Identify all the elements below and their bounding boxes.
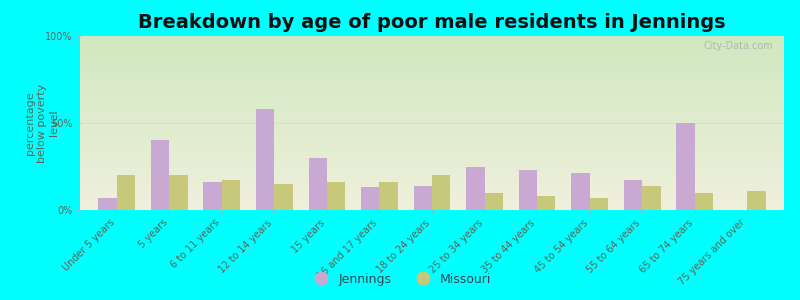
Bar xyxy=(642,186,661,210)
Bar xyxy=(117,175,135,210)
Bar xyxy=(624,180,642,210)
Bar xyxy=(98,198,117,210)
Bar xyxy=(537,196,555,210)
Bar xyxy=(485,193,503,210)
Bar xyxy=(170,175,188,210)
Bar xyxy=(379,182,398,210)
Bar xyxy=(571,173,590,210)
Bar xyxy=(590,198,608,210)
Bar xyxy=(256,109,274,210)
Bar xyxy=(327,182,346,210)
Bar xyxy=(676,123,694,210)
Y-axis label: percentage
below poverty
level: percentage below poverty level xyxy=(26,83,58,163)
Legend: Jennings, Missouri: Jennings, Missouri xyxy=(303,268,497,291)
Bar xyxy=(432,175,450,210)
Bar xyxy=(151,140,170,210)
Bar xyxy=(414,186,432,210)
Text: City-Data.com: City-Data.com xyxy=(704,41,774,51)
Bar xyxy=(466,167,485,210)
Title: Breakdown by age of poor male residents in Jennings: Breakdown by age of poor male residents … xyxy=(138,13,726,32)
Bar xyxy=(274,184,293,210)
Bar xyxy=(694,193,713,210)
Bar xyxy=(222,180,240,210)
Bar xyxy=(203,182,222,210)
Bar xyxy=(309,158,327,210)
Bar xyxy=(747,191,766,210)
Bar xyxy=(518,170,537,210)
Bar xyxy=(361,188,379,210)
